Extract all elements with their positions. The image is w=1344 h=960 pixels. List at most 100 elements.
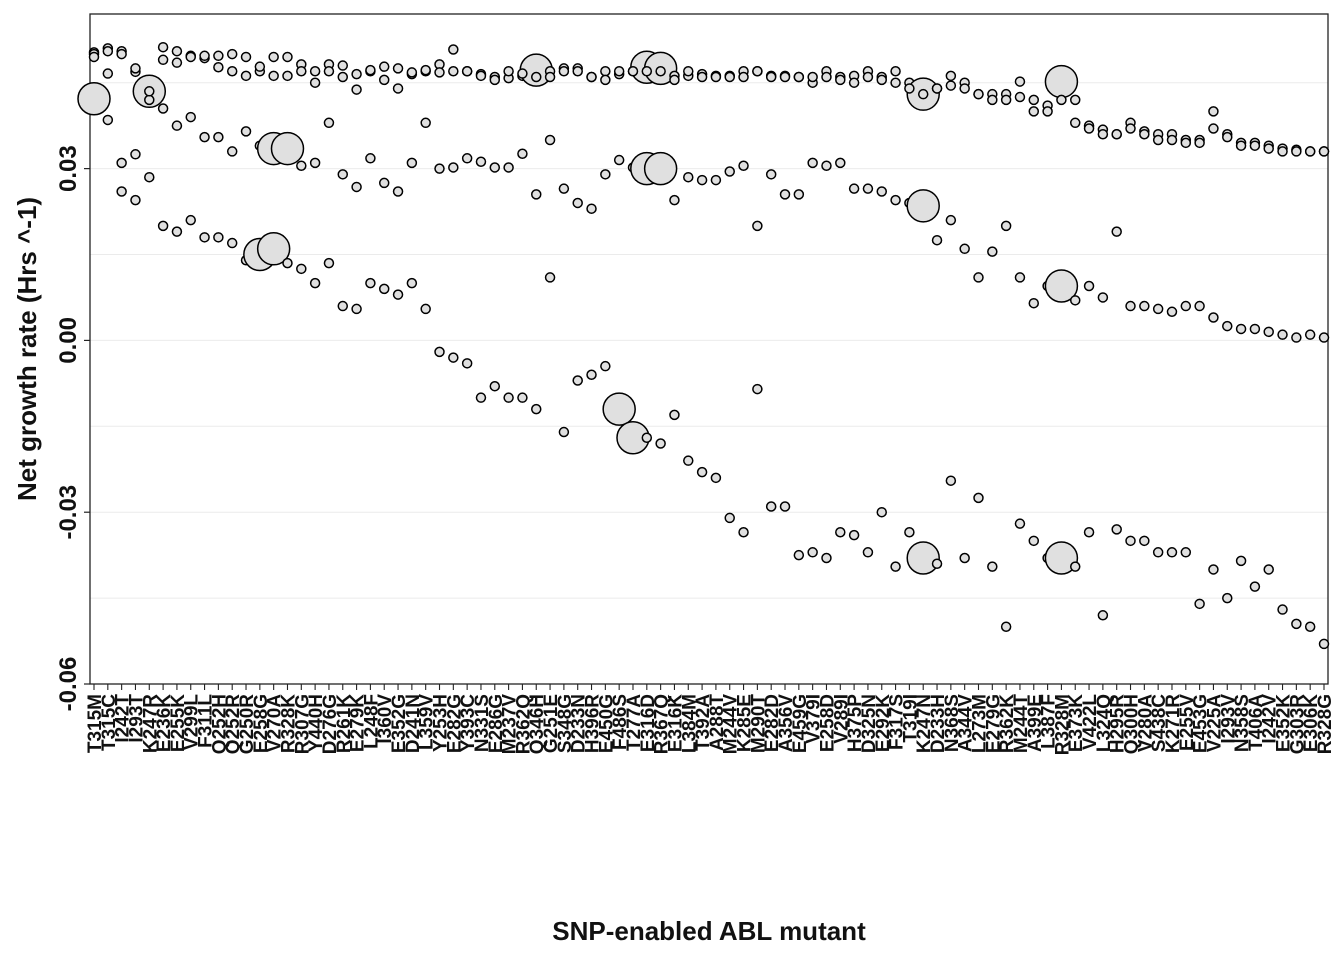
x-tick-label: E279G bbox=[983, 694, 1004, 753]
data-point bbox=[268, 70, 279, 82]
data-point bbox=[904, 83, 915, 94]
data-point bbox=[116, 48, 127, 60]
data-point bbox=[434, 67, 445, 78]
data-point bbox=[683, 171, 694, 183]
data-point bbox=[434, 346, 445, 358]
data-point bbox=[1208, 564, 1219, 575]
data-point bbox=[240, 51, 252, 63]
data-point bbox=[1277, 329, 1288, 340]
data-point bbox=[171, 57, 183, 68]
data-point bbox=[752, 383, 763, 395]
data-point bbox=[602, 392, 636, 426]
data-point bbox=[406, 277, 418, 289]
data-point bbox=[530, 189, 542, 200]
data-point bbox=[378, 177, 390, 189]
data-point bbox=[226, 146, 238, 157]
data-point bbox=[655, 438, 666, 449]
data-point bbox=[779, 189, 791, 200]
data-point bbox=[102, 68, 114, 79]
data-point bbox=[973, 272, 984, 283]
x-tick-label: Q346H bbox=[527, 694, 548, 754]
data-point bbox=[890, 194, 901, 206]
x-tick-label: S438C bbox=[1149, 694, 1170, 752]
data-point bbox=[835, 157, 846, 169]
data-point bbox=[600, 74, 611, 86]
data-point bbox=[1125, 123, 1136, 134]
data-point bbox=[1235, 555, 1247, 567]
data-point bbox=[309, 277, 321, 289]
x-tick-label: E255V bbox=[1177, 694, 1198, 751]
data-point bbox=[406, 157, 418, 169]
x-tick-label: F311L bbox=[196, 694, 217, 748]
data-point bbox=[945, 70, 957, 82]
data-point bbox=[116, 186, 127, 197]
x-tick-label: Y393C bbox=[458, 694, 479, 752]
data-point bbox=[378, 283, 390, 295]
x-tick-label: E373K bbox=[1066, 694, 1087, 752]
data-point bbox=[1263, 143, 1274, 154]
data-point bbox=[296, 160, 307, 172]
data-point bbox=[420, 64, 431, 76]
data-point bbox=[600, 66, 611, 77]
data-point bbox=[1014, 76, 1026, 87]
x-tick-label: I293T bbox=[126, 694, 147, 743]
x-tick-label: V270A bbox=[265, 694, 286, 752]
x-tick-label: Q252R bbox=[223, 694, 244, 754]
data-point bbox=[268, 51, 279, 63]
data-point bbox=[1069, 295, 1081, 306]
data-point bbox=[1235, 140, 1247, 151]
y-tick-label: 0.03 bbox=[55, 145, 82, 192]
x-tick-label: A356V bbox=[776, 694, 797, 752]
data-point bbox=[337, 71, 349, 83]
x-tick-label: A344V bbox=[956, 694, 977, 752]
x-tick-label: T277A bbox=[624, 694, 645, 751]
data-point bbox=[351, 303, 362, 315]
y-axis: 0.03 0.00 -0.03 -0.06 bbox=[55, 145, 90, 711]
x-tick-label: T392A bbox=[693, 694, 714, 751]
x-tick-label: R362K bbox=[997, 694, 1018, 753]
x-tick-label: H396R bbox=[583, 694, 604, 753]
data-point bbox=[1249, 581, 1261, 592]
data-point bbox=[848, 77, 860, 88]
data-point bbox=[1069, 561, 1081, 572]
data-point bbox=[1028, 106, 1040, 117]
data-point bbox=[351, 68, 362, 80]
x-tick-label: E352K bbox=[1274, 694, 1295, 752]
data-point bbox=[1000, 94, 1012, 106]
data-point bbox=[296, 263, 307, 275]
data-point bbox=[1044, 269, 1079, 303]
data-point bbox=[171, 120, 183, 131]
x-tick-label: V225A bbox=[1204, 694, 1225, 752]
data-point bbox=[1208, 106, 1219, 117]
data-point bbox=[392, 83, 404, 94]
data-point bbox=[489, 380, 501, 392]
data-point bbox=[102, 45, 114, 57]
data-point bbox=[807, 547, 818, 558]
data-point bbox=[503, 162, 514, 173]
data-point bbox=[1044, 64, 1079, 99]
x-tick-label: E282D bbox=[762, 694, 783, 752]
data-point bbox=[517, 68, 528, 79]
data-point bbox=[600, 360, 611, 372]
data-point bbox=[1044, 541, 1079, 575]
x-tick-label: A288T bbox=[707, 694, 728, 751]
data-point bbox=[378, 61, 390, 72]
data-point bbox=[987, 561, 998, 572]
data-point bbox=[683, 455, 694, 466]
data-point bbox=[1304, 146, 1316, 157]
data-point bbox=[171, 226, 183, 237]
data-point bbox=[130, 149, 141, 160]
data-point bbox=[793, 189, 805, 200]
data-point bbox=[157, 103, 169, 114]
data-point bbox=[862, 547, 874, 558]
data-point bbox=[1014, 518, 1026, 529]
data-point bbox=[987, 246, 998, 257]
data-point bbox=[337, 300, 349, 312]
x-tick-label: Q252H bbox=[209, 694, 230, 754]
x-tick-label: T315M bbox=[85, 694, 106, 753]
x-tick-label: Y253H bbox=[431, 694, 452, 752]
x-tick-label: N368S bbox=[942, 694, 963, 752]
x-tick-label: N358S bbox=[1232, 694, 1253, 752]
x-tick-label: R328K bbox=[278, 694, 299, 753]
data-point bbox=[378, 74, 390, 86]
